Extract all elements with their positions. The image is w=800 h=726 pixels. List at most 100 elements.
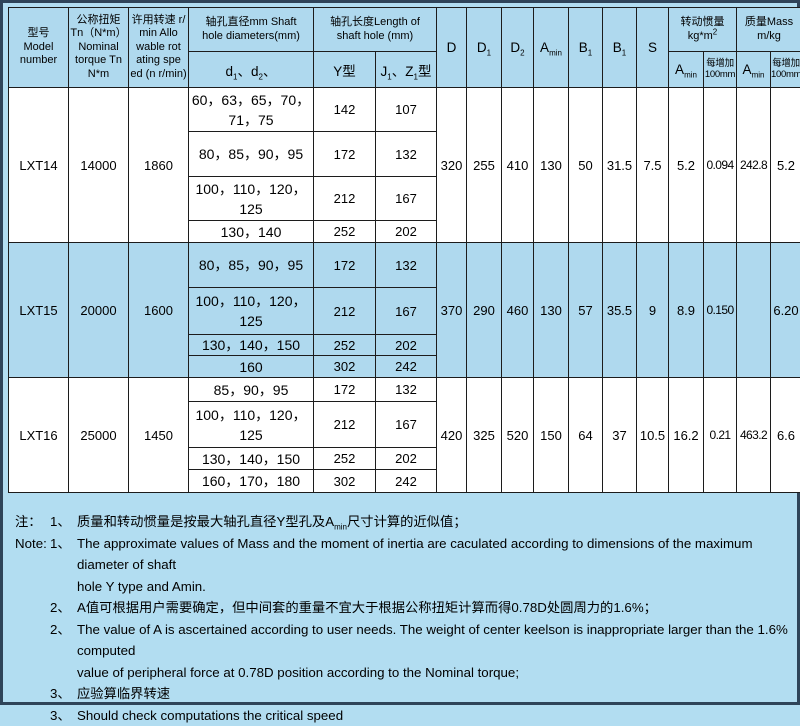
note-number: 1、 [50, 533, 77, 598]
mass-per100-cell: 6.6 [771, 378, 800, 493]
y-length-cell: 302 [314, 356, 376, 378]
y-length-cell: 172 [314, 378, 376, 402]
note-number: 3、 [50, 683, 77, 705]
B1a-cell: 50 [569, 88, 603, 243]
jz-length-cell: 202 [376, 335, 437, 356]
inertia-amin-cell: 5.2 [669, 88, 704, 243]
note-line: Note: 1、 The approximate values of Mass … [15, 533, 797, 598]
note-text: The value of A is ascertained according … [77, 619, 797, 684]
jz-length-cell: 132 [376, 132, 437, 177]
D1-cell: 290 [467, 243, 502, 378]
Amin-cell: 130 [534, 88, 569, 243]
bore-row: LXT16 25000 1450 85，90，95 172 132 420 32… [9, 378, 800, 402]
jz-length-cell: 132 [376, 378, 437, 402]
note-line: 3、 Should check computations the critica… [15, 705, 797, 726]
inertia-per100-cell: 0.21 [704, 378, 737, 493]
B1a-cell: 64 [569, 378, 603, 493]
jz-length-cell: 167 [376, 288, 437, 335]
mass-amin-cell [737, 243, 771, 378]
B1a-cell: 57 [569, 243, 603, 378]
bore-diameters-cell: 100，110，120，125 [189, 288, 314, 335]
D-cell: 370 [437, 243, 467, 378]
note-number: 2、 [50, 597, 77, 619]
D-cell: 420 [437, 378, 467, 493]
note-label [15, 683, 50, 705]
bore-diameters-cell: 160，170，180 [189, 470, 314, 493]
jz-length-cell: 167 [376, 177, 437, 221]
speed-cell: 1450 [129, 378, 189, 493]
jz-length-cell: 202 [376, 221, 437, 243]
S-cell: 9 [637, 243, 669, 378]
note-number: 3、 [50, 705, 77, 726]
note-number: 1、 [50, 511, 77, 533]
bore-diameters-cell: 100，110，120，125 [189, 177, 314, 221]
bore-diameters-cell: 130，140，150 [189, 448, 314, 470]
note-label [15, 705, 50, 726]
B1b-cell: 35.5 [603, 243, 637, 378]
y-length-cell: 212 [314, 177, 376, 221]
model-cell: LXT14 [9, 88, 69, 243]
col-header-S: S [637, 8, 669, 88]
note-text: The approximate values of Mass and the m… [77, 533, 797, 598]
col-header-B1b: B1 [603, 8, 637, 88]
bore-diameters-cell: 130，140 [189, 221, 314, 243]
col-header-D1: D1 [467, 8, 502, 88]
inertia-amin-cell: 16.2 [669, 378, 704, 493]
torque-cell: 14000 [69, 88, 129, 243]
model-cell: LXT16 [9, 378, 69, 493]
speed-cell: 1600 [129, 243, 189, 378]
note-text: 应验算临界转速 [77, 683, 797, 705]
note-text: Should check computations the critical s… [77, 705, 797, 726]
col-header-mass-amin: Amin [737, 52, 771, 88]
bore-diameters-cell: 80，85，90，95 [189, 132, 314, 177]
note-text: A值可根据用户需要确定，但中间套的重量不宜大于根据公称扭矩计算而得0.78D处圆… [77, 597, 797, 619]
col-header-Amin: Amin [534, 8, 569, 88]
notes-section: 注： 1、 质量和转动惯量是按最大轴孔直径Y型孔及Amin尺寸计算的近似值； N… [15, 511, 797, 726]
note-label: 注： [15, 511, 50, 533]
bore-row: LXT15 20000 1600 80，85，90，95 172 132 370… [9, 243, 800, 288]
bore-diameters-cell: 85，90，95 [189, 378, 314, 402]
S-cell: 7.5 [637, 88, 669, 243]
note-line: 2、 The value of A is ascertained accordi… [15, 619, 797, 684]
D1-cell: 325 [467, 378, 502, 493]
torque-cell: 25000 [69, 378, 129, 493]
speed-cell: 1860 [129, 88, 189, 243]
note-line: 3、 应验算临界转速 [15, 683, 797, 705]
y-length-cell: 252 [314, 335, 376, 356]
note-number: 2、 [50, 619, 77, 684]
y-length-cell: 172 [314, 243, 376, 288]
col-header-D2: D2 [502, 8, 534, 88]
D2-cell: 520 [502, 378, 534, 493]
bore-diameters-cell: 130，140，150 [189, 335, 314, 356]
jz-length-cell: 242 [376, 356, 437, 378]
jz-length-cell: 242 [376, 470, 437, 493]
col-header-d1-d2: d1、d2、 [189, 52, 314, 88]
Amin-cell: 150 [534, 378, 569, 493]
bore-row: LXT14 14000 1860 60，63，65，70，71，75 142 1… [9, 88, 800, 132]
col-header-y-type: Y型 [314, 52, 376, 88]
y-length-cell: 252 [314, 448, 376, 470]
y-length-cell: 302 [314, 470, 376, 493]
B1b-cell: 37 [603, 378, 637, 493]
y-length-cell: 142 [314, 88, 376, 132]
bore-diameters-cell: 60，63，65，70，71，75 [189, 88, 314, 132]
D2-cell: 460 [502, 243, 534, 378]
jz-length-cell: 132 [376, 243, 437, 288]
col-header-B1a: B1 [569, 8, 603, 88]
jz-length-cell: 107 [376, 88, 437, 132]
note-label [15, 619, 50, 684]
note-label: Note: [15, 533, 50, 598]
col-header-inertia-amin: Amin [669, 52, 704, 88]
bore-diameters-cell: 80，85，90，95 [189, 243, 314, 288]
jz-length-cell: 167 [376, 402, 437, 448]
D2-cell: 410 [502, 88, 534, 243]
y-length-cell: 252 [314, 221, 376, 243]
